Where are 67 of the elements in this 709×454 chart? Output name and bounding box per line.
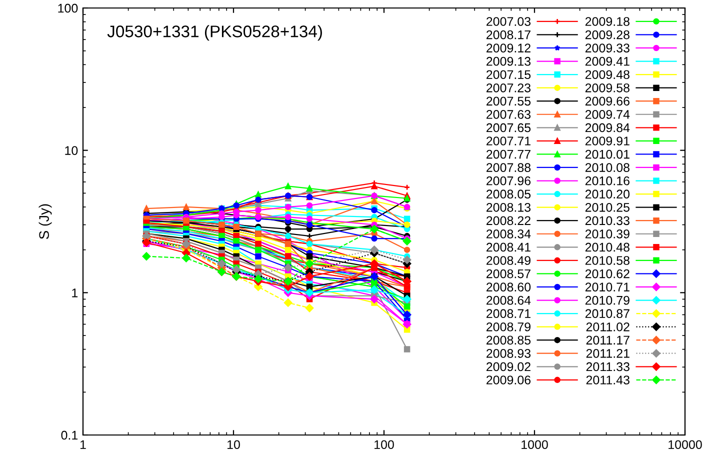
legend-label: 2008.60 [486,282,531,292]
legend-label: 2008.71 [486,309,530,318]
legend-label: 2009.06 [486,376,531,384]
legend-label: 2009.12 [486,44,530,52]
legend-label: 2008.05 [486,190,531,199]
legend-label: 2008.34 [486,230,531,238]
legend-label: 2011.02 [586,322,630,332]
legend-label: 2008.57 [486,269,530,278]
y-axis-title: S (Jy) [38,204,52,239]
legend-label: 2010.79 [585,296,630,305]
legend-label: 2009.33 [585,44,630,52]
legend-label: 2009.48 [585,70,630,80]
legend-label: 2007.96 [486,176,531,186]
legend-label: 2010.25 [585,202,630,212]
legend-label: 2007.03 [486,17,531,26]
legend-label: 2010.87 [585,309,630,318]
legend-label: 2008.85 [486,336,531,345]
legend-label: 2007.77 [486,150,530,159]
legend-label: 2010.16 [585,176,630,186]
legend-label: 2010.20 [585,190,630,199]
x-tick-label: 10000 [668,440,702,450]
legend-label: 2009.66 [585,96,630,106]
legend-label: 2011.33 [586,362,630,372]
legend-label: 2008.79 [486,322,530,332]
legend-label: 2008.13 [486,202,531,212]
text: J0530+1331 (PKS0528+134) [107,25,322,41]
legend-label: 2009.91 [585,136,630,146]
legend-label: 2010.01 [585,150,630,159]
legend-label: 2009.02 [486,362,530,372]
legend-label: 2010.58 [585,256,630,265]
legend-label: 2009.41 [585,56,630,66]
legend-label: 2010.62 [585,269,630,278]
legend-label: 2010.39 [585,230,630,238]
legend-label: 2008.41 [486,242,530,252]
legend-label: 2011.43 [586,376,630,384]
legend-label: 2007.71 [486,136,530,146]
legend-label: 2009.58 [585,83,630,92]
legend-label: 2008.49 [486,256,530,265]
legend-label: 2010.48 [585,242,630,252]
y-tick-label: 0.1 [61,430,78,440]
legend-label: 2009.74 [585,110,630,119]
legend-label: 2010.33 [585,216,630,226]
y-tick-label: 100 [58,4,78,13]
legend-label: 2007.23 [486,83,531,92]
legend-label: 2007.55 [486,96,531,106]
legend-label: 2007.88 [486,163,531,172]
legend-label: 2011.17 [586,336,630,345]
legend-label: 2008.64 [486,296,531,305]
x-tick-label: 10 [228,440,240,450]
legend-label: 2008.22 [486,216,530,226]
legend-label: 2010.71 [585,282,630,292]
legend-label: 2007.15 [486,70,531,80]
x-tick-label: 100 [374,440,394,450]
legend-label: 2010.08 [585,163,630,172]
legend-label: 2011.21 [586,349,630,358]
y-tick-label: 10 [65,146,78,155]
x-tick-label: 1 [80,440,86,449]
legend-label: 2008.93 [486,349,531,358]
legend-label: 2009.13 [486,56,531,66]
x-tick-label: 1000 [522,440,548,450]
legend-label: 2007.65 [486,123,531,132]
legend-label: 2008.17 [486,30,530,40]
y-tick-label: 1 [72,288,78,298]
legend-label: 2009.28 [585,30,630,40]
legend-label: 2009.84 [585,123,630,132]
legend-label: 2009.18 [585,17,630,26]
legend-label: 2007.63 [486,110,531,119]
